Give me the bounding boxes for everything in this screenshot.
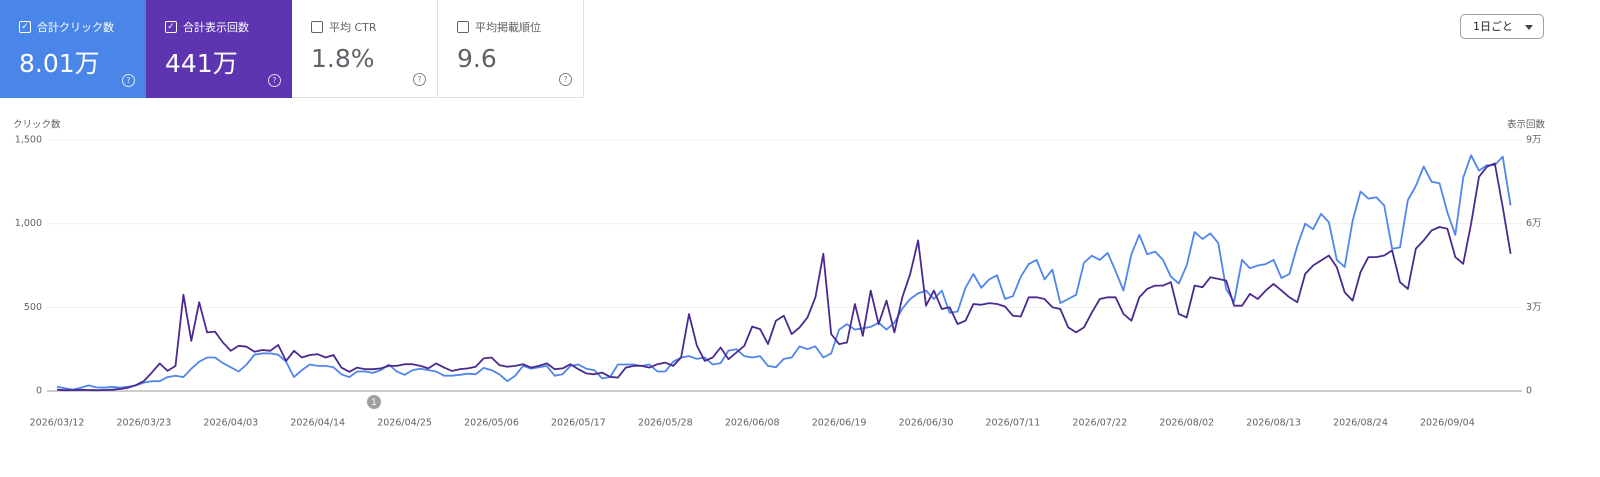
interval-label: 1日ごと <box>1473 20 1513 33</box>
y-tick-label: 0 <box>36 386 42 397</box>
card-header: 平均 CTR <box>311 19 377 35</box>
x-tick-label: 2026/06/30 <box>899 418 954 429</box>
checkbox[interactable] <box>311 21 323 33</box>
card-header: ✓ 合計クリック数 <box>19 19 114 35</box>
series-line <box>56 154 1512 391</box>
metric-card[interactable]: 平均掲載順位 9.6? <box>438 0 584 98</box>
card-value: 9.6 <box>457 44 497 73</box>
help-icon[interactable]: ? <box>122 74 135 87</box>
card-label: 合計表示回数 <box>183 21 249 34</box>
x-tick-label: 2026/03/12 <box>30 418 85 429</box>
x-tick-label: 2026/06/19 <box>812 418 867 429</box>
card-value: 1.8% <box>311 44 375 73</box>
x-tick-label: 2026/08/02 <box>1159 418 1214 429</box>
x-tick-label: 2026/08/13 <box>1246 418 1301 429</box>
y2-tick-label: 9万 <box>1526 135 1542 146</box>
x-tick-label: 2026/04/03 <box>203 418 258 429</box>
x-tick-label: 2026/04/14 <box>290 418 345 429</box>
card-value: 441万 <box>165 49 238 78</box>
card-header: ✓ 合計表示回数 <box>165 19 249 35</box>
help-icon[interactable]: ? <box>413 73 426 86</box>
card-header: 平均掲載順位 <box>457 19 541 35</box>
x-tick-label: 2026/05/17 <box>551 418 606 429</box>
series-line <box>56 162 1512 392</box>
x-tick-label: 2026/05/28 <box>638 418 693 429</box>
x-tick-label: 2026/03/23 <box>117 418 172 429</box>
y2-tick-label: 6万 <box>1526 218 1542 229</box>
annotation-label: 1 <box>371 398 377 408</box>
x-tick-label: 2026/09/04 <box>1420 418 1475 429</box>
y2-tick-label: 0 <box>1526 386 1532 397</box>
y-tick-label: 1,000 <box>15 218 42 229</box>
help-icon[interactable]: ? <box>559 73 572 86</box>
card-value: 8.01万 <box>19 49 100 78</box>
metric-card[interactable]: ✓ 合計表示回数 441万? <box>146 0 292 98</box>
dropdown-arrow <box>1525 25 1533 30</box>
y2-tick-label: 3万 <box>1526 302 1542 313</box>
interval-dropdown[interactable]: 1日ごと <box>1460 14 1544 39</box>
metric-card[interactable]: 平均 CTR 1.8%? <box>292 0 438 98</box>
x-tick-label: 2026/05/06 <box>464 418 519 429</box>
x-tick-label: 2026/07/22 <box>1072 418 1127 429</box>
help-icon[interactable]: ? <box>268 74 281 87</box>
annotation-marker <box>367 395 381 409</box>
x-tick-label: 2026/07/11 <box>986 418 1041 429</box>
card-label: 平均掲載順位 <box>475 21 541 34</box>
checkbox[interactable]: ✓ <box>165 21 177 33</box>
card-label: 平均 CTR <box>329 21 377 34</box>
x-tick-label: 2026/04/25 <box>377 418 432 429</box>
y-tick-label: 500 <box>24 302 42 313</box>
x-tick-label: 2026/06/08 <box>725 418 780 429</box>
metric-card[interactable]: ✓ 合計クリック数 8.01万? <box>0 0 146 98</box>
card-label: 合計クリック数 <box>37 21 114 34</box>
checkbox[interactable] <box>457 21 469 33</box>
y-axis-title: クリック数 <box>13 119 61 131</box>
metric-cards: ✓ 合計クリック数 8.01万? ✓ 合計表示回数 441万? 平均 CTR 1.8%? 平均掲… <box>0 0 584 98</box>
y2-axis-title: 表示回数 <box>1507 119 1546 131</box>
x-tick-label: 2026/08/24 <box>1333 418 1388 429</box>
checkbox[interactable]: ✓ <box>19 21 31 33</box>
y-tick-label: 1,500 <box>15 135 42 146</box>
